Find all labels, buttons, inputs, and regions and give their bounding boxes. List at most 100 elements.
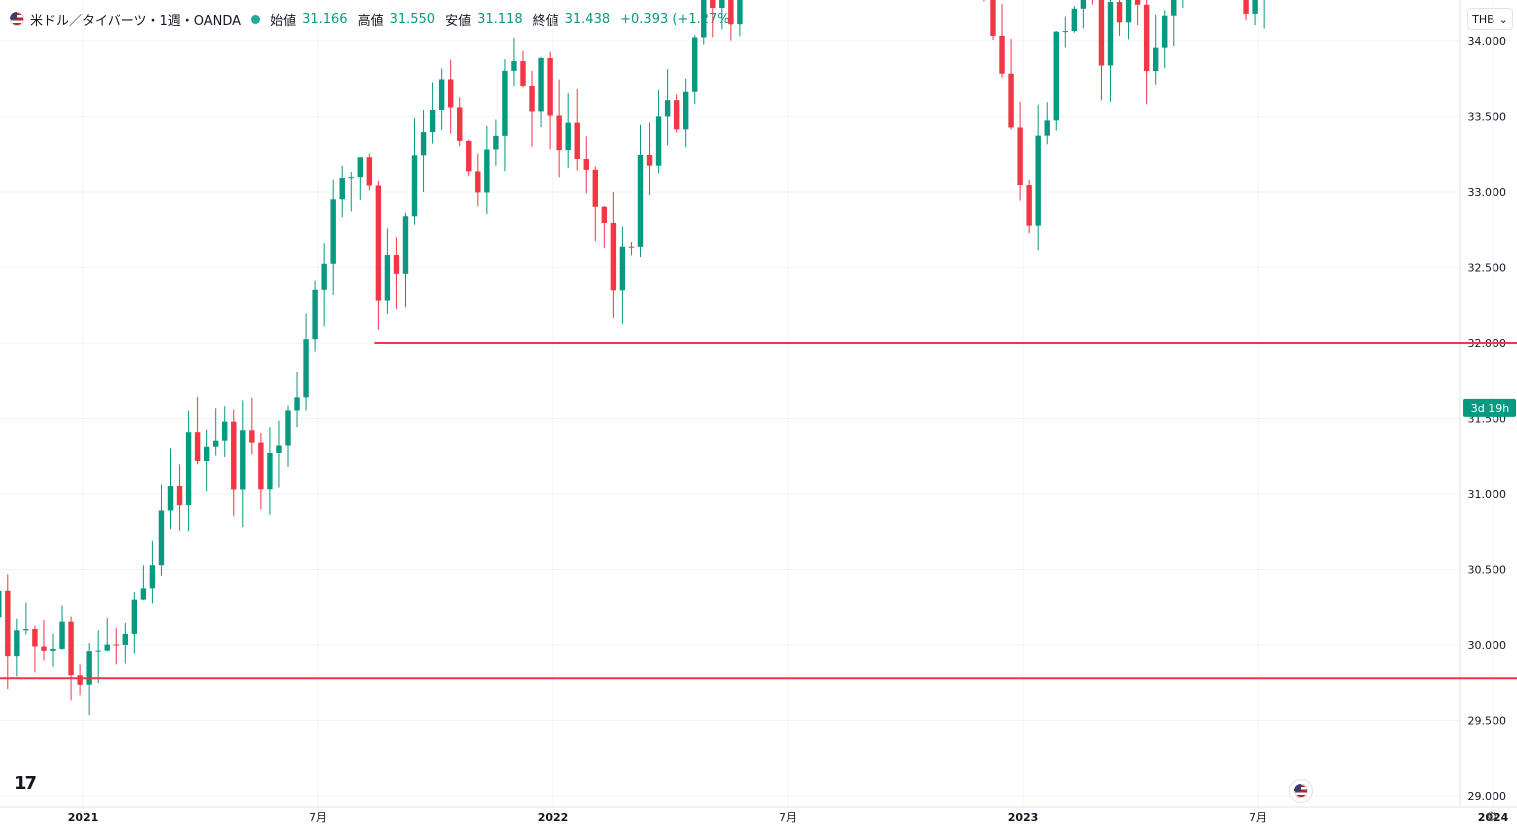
- y-tick-label: 34.000: [1468, 35, 1507, 48]
- candle-body: [628, 246, 635, 248]
- y-tick-label: 33.500: [1468, 111, 1507, 124]
- candle-body: [1162, 15, 1168, 48]
- candle-body: [140, 588, 147, 600]
- y-tick-label: 33.000: [1468, 186, 1507, 199]
- candle-body: [285, 410, 291, 446]
- candle-body: [294, 397, 300, 411]
- candle-body: [32, 629, 38, 647]
- candle-body: [1053, 31, 1059, 121]
- candle-body: [619, 246, 626, 291]
- candle-body: [1062, 31, 1069, 33]
- candle-body: [1143, 4, 1150, 72]
- candle-body: [393, 254, 400, 274]
- candle-body: [484, 149, 490, 193]
- y-tick-label: 32.500: [1468, 262, 1507, 275]
- y-tick-label: 30.000: [1468, 639, 1507, 652]
- candle-body: [41, 646, 47, 651]
- candle-body: [592, 169, 599, 207]
- x-tick-label: 2021: [68, 811, 99, 824]
- candle-body: [1107, 2, 1114, 66]
- chevron-down-icon: ⌄: [1498, 12, 1508, 26]
- countdown-badge: [1463, 398, 1516, 417]
- candle-body: [655, 116, 662, 166]
- candle-body: [77, 675, 83, 685]
- x-tick-label: 7月: [309, 811, 327, 824]
- candle-body: [493, 135, 499, 150]
- candle-body: [538, 58, 544, 112]
- candle-body: [411, 155, 418, 217]
- high-label: 高値: [357, 13, 384, 29]
- candle-body: [222, 421, 228, 441]
- candle-body: [1080, 0, 1087, 9]
- candle-body: [339, 178, 345, 200]
- close-value: 31.438: [564, 11, 611, 27]
- candle-body: [438, 79, 445, 111]
- candle-body: [673, 100, 680, 130]
- candle-body: [466, 140, 472, 172]
- candle-body: [303, 339, 309, 398]
- candle-body: [547, 58, 553, 116]
- x-tick-label: 7月: [779, 811, 797, 824]
- candle-body: [556, 115, 562, 151]
- candle-body: [511, 61, 517, 71]
- currency-button[interactable]: THB ⌄: [1467, 8, 1513, 30]
- candle-body: [122, 633, 129, 645]
- candle-body: [502, 70, 508, 136]
- candle-body: [95, 650, 101, 652]
- candle-body: [5, 590, 11, 657]
- candle-body: [348, 177, 354, 179]
- candle-body: [50, 648, 56, 651]
- candle-body: [86, 651, 92, 685]
- candle-body: [429, 110, 436, 133]
- candle-body: [664, 100, 671, 117]
- candle-body: [14, 630, 20, 657]
- candle-body: [646, 154, 653, 166]
- candle-body: [357, 157, 364, 178]
- candle-body: [104, 644, 110, 651]
- tradingview-logo-icon: 17: [14, 773, 37, 794]
- candle-body: [0, 590, 2, 618]
- candle-body: [447, 79, 454, 108]
- candle-body: [176, 486, 183, 506]
- close-label: 終値: [532, 13, 559, 29]
- candle-body: [366, 157, 373, 186]
- candle-body: [375, 185, 382, 301]
- candle-body: [276, 445, 282, 453]
- candle-body: [565, 122, 571, 151]
- y-tick-label: 29.500: [1468, 715, 1507, 728]
- market-status-dot-icon: [251, 14, 261, 24]
- open-value: 31.166: [302, 11, 348, 27]
- candle-body: [610, 222, 617, 291]
- candle-body: [240, 430, 246, 490]
- candle-body: [321, 263, 327, 290]
- candle-body: [520, 61, 526, 86]
- open-label: 始値: [270, 13, 297, 29]
- currency-label: THB: [1472, 12, 1495, 26]
- candle-body: [1171, 0, 1177, 16]
- candle-body: [728, 0, 734, 25]
- candle-body: [601, 206, 608, 223]
- candle-body: [194, 432, 201, 461]
- candle-body: [267, 452, 273, 490]
- settings-gear-icon[interactable]: ⚙: [1486, 810, 1498, 825]
- candle-body: [529, 85, 535, 112]
- candle-body: [59, 621, 65, 649]
- x-tick-label: 2024: [1478, 811, 1509, 824]
- candle-body: [330, 199, 336, 264]
- candle-body: [1044, 120, 1050, 136]
- candle-body: [682, 91, 689, 130]
- x-tick-label: 2023: [1008, 811, 1039, 824]
- us-flag-icon: [10, 12, 24, 26]
- us-flag-icon: [1294, 784, 1308, 798]
- candle-body: [737, 0, 743, 25]
- x-tick-label: 2022: [538, 811, 569, 824]
- candle-body: [574, 122, 580, 160]
- economic-events-flag-icon[interactable]: [1289, 779, 1313, 803]
- candle-body: [158, 510, 165, 566]
- candle-body: [1071, 8, 1078, 32]
- candle-body: [1026, 185, 1032, 226]
- candle-body: [1243, 0, 1249, 14]
- y-tick-label: 31.000: [1468, 488, 1507, 501]
- candle-body: [1098, 0, 1105, 66]
